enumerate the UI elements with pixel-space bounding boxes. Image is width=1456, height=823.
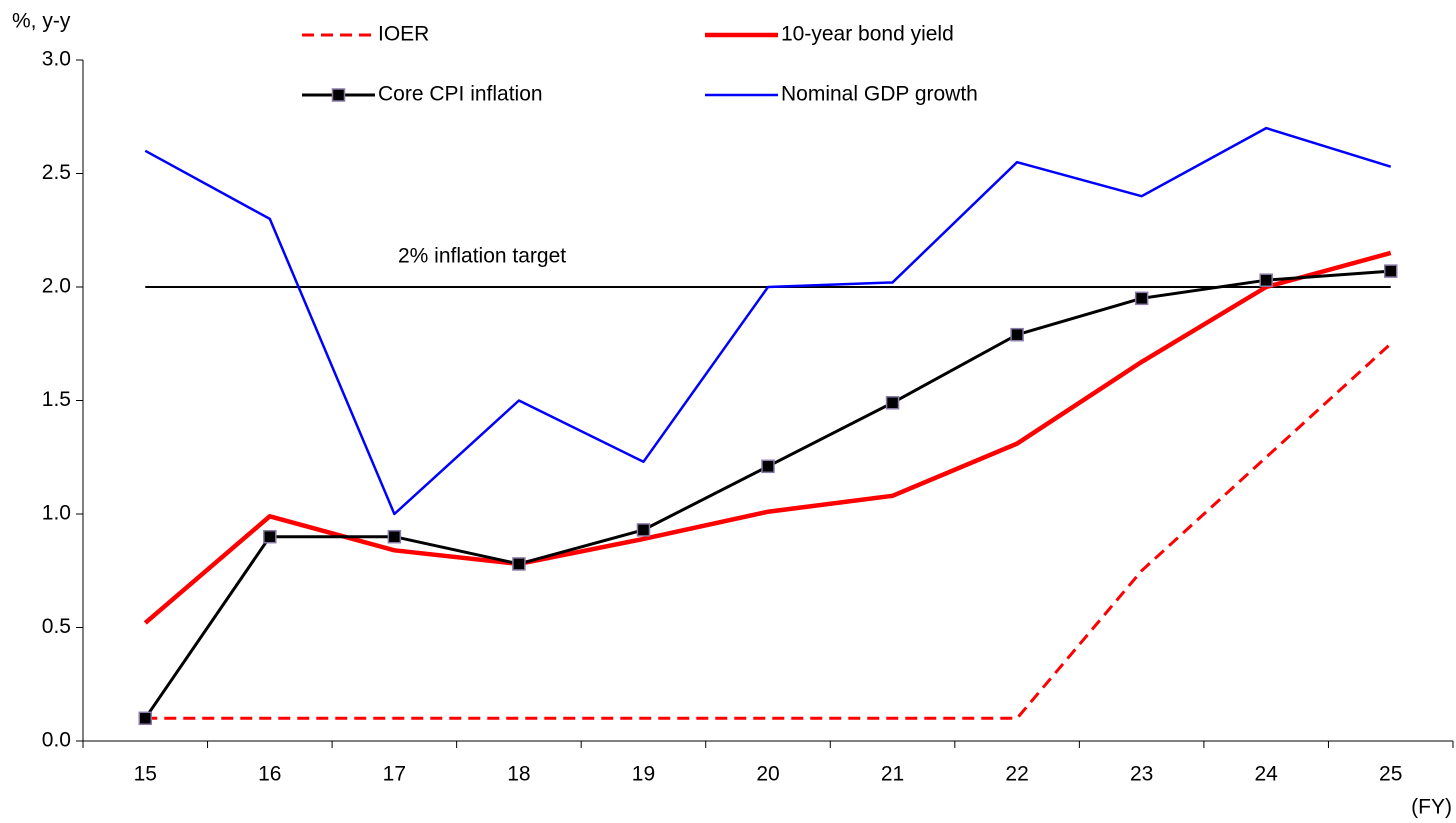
legend-label: IOER <box>378 23 429 46</box>
series-marker <box>387 529 402 544</box>
legend-label: Core CPI inflation <box>378 83 543 106</box>
series-line <box>144 126 1392 516</box>
y-tick-label: 2.5 <box>42 161 71 184</box>
x-tick-label: 15 <box>134 763 157 786</box>
legend-label: 10-year bond yield <box>781 23 954 46</box>
series-marker <box>1259 273 1273 287</box>
x-tick-label: 25 <box>1379 763 1402 786</box>
y-tick-label: 3.0 <box>42 48 71 71</box>
series-marker <box>138 711 153 726</box>
series-marker <box>263 529 277 544</box>
y-axis-label: %, y-y <box>12 10 71 33</box>
y-tick-label: 0.0 <box>42 729 71 752</box>
x-tick-label: 18 <box>507 763 530 786</box>
series-marker <box>1134 291 1149 306</box>
x-tick-label: 24 <box>1255 763 1279 786</box>
legend-label: Nominal GDP growth <box>781 83 978 106</box>
series-marker <box>1383 264 1398 278</box>
x-tick-label: 22 <box>1005 763 1028 786</box>
x-tick-label: 17 <box>383 763 406 786</box>
series-line <box>144 269 1391 720</box>
series-marker <box>1010 327 1024 342</box>
x-tick-label: 19 <box>632 763 655 786</box>
series-marker <box>761 459 775 474</box>
x-tick-label: 20 <box>756 763 779 786</box>
legend-marker <box>331 88 346 102</box>
reference-label: 2% inflation target <box>398 245 566 268</box>
y-tick-label: 1.0 <box>42 502 71 525</box>
y-tick-label: 2.0 <box>42 275 71 298</box>
series-marker <box>512 557 526 571</box>
series-marker <box>885 396 900 410</box>
x-axis-label: (FY) <box>1411 796 1452 819</box>
x-tick-label: 16 <box>258 763 281 786</box>
series-marker <box>636 523 651 537</box>
x-tick-label: 21 <box>881 763 904 786</box>
y-tick-label: 0.5 <box>42 615 71 638</box>
y-tick-label: 1.5 <box>42 388 71 411</box>
series-line <box>143 250 1392 625</box>
x-tick-label: 23 <box>1130 763 1153 786</box>
series-line <box>145 342 1392 720</box>
